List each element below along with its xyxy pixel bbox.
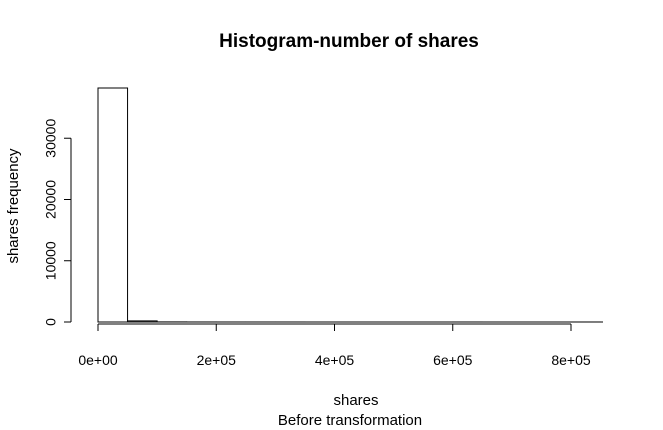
x-axis: 0e+00 2e+05 4e+05 6e+05 8e+05 bbox=[78, 321, 603, 368]
y-axis: 0 10000 20000 30000 bbox=[43, 119, 72, 326]
y-axis-label: shares frequency bbox=[5, 148, 22, 264]
x-tick-label-3: 6e+05 bbox=[433, 352, 473, 368]
x-tick-label-1: 2e+05 bbox=[197, 352, 237, 368]
histogram-bar-0 bbox=[97, 87, 129, 323]
x-tick-label-0: 0e+00 bbox=[78, 352, 118, 368]
x-axis-label: shares bbox=[333, 392, 378, 409]
x-tick-label-2: 4e+05 bbox=[315, 352, 355, 368]
chart-title: Histogram-number of shares bbox=[219, 31, 479, 52]
y-tick-label-1: 10000 bbox=[43, 241, 59, 280]
x-tick-label-4: 8e+05 bbox=[551, 352, 591, 368]
y-tick-label-2: 20000 bbox=[43, 180, 59, 219]
chart-subtitle: Before transformation bbox=[278, 412, 422, 429]
y-tick-label-0: 0 bbox=[43, 318, 59, 326]
bars-group bbox=[97, 87, 602, 323]
y-tick-label-3: 30000 bbox=[43, 119, 59, 158]
